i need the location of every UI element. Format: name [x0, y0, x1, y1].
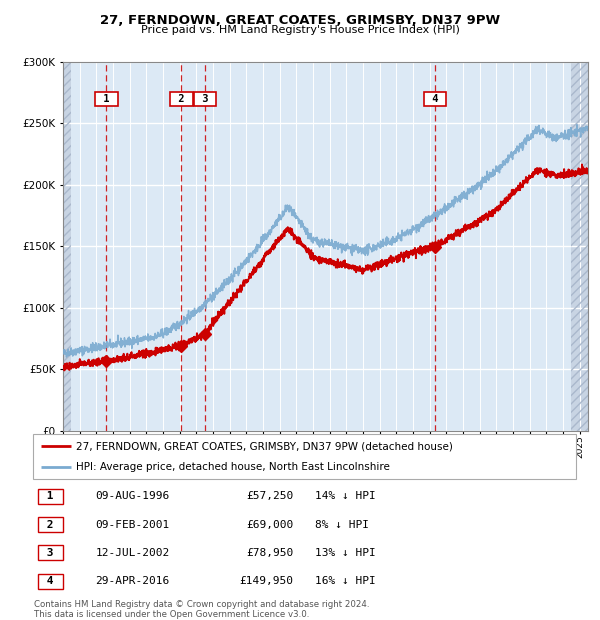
- Text: 3: 3: [196, 94, 215, 104]
- Text: 14% ↓ HPI: 14% ↓ HPI: [316, 492, 376, 502]
- Text: 1: 1: [97, 94, 116, 104]
- Text: 3: 3: [40, 548, 61, 558]
- Text: 2: 2: [40, 520, 61, 529]
- Bar: [63, 62, 71, 431]
- Text: 29-APR-2016: 29-APR-2016: [95, 576, 170, 586]
- Text: 2: 2: [172, 94, 191, 104]
- Text: 8% ↓ HPI: 8% ↓ HPI: [316, 520, 370, 529]
- Text: £69,000: £69,000: [247, 520, 293, 529]
- Text: 27, FERNDOWN, GREAT COATES, GRIMSBY, DN37 9PW: 27, FERNDOWN, GREAT COATES, GRIMSBY, DN3…: [100, 14, 500, 27]
- Text: 13% ↓ HPI: 13% ↓ HPI: [316, 548, 376, 558]
- Text: 09-FEB-2001: 09-FEB-2001: [95, 520, 170, 529]
- Text: 16% ↓ HPI: 16% ↓ HPI: [316, 576, 376, 586]
- Text: 4: 4: [426, 94, 445, 104]
- Text: 1: 1: [40, 492, 61, 502]
- Text: Price paid vs. HM Land Registry's House Price Index (HPI): Price paid vs. HM Land Registry's House …: [140, 25, 460, 35]
- Bar: [571, 62, 588, 431]
- Text: Contains HM Land Registry data © Crown copyright and database right 2024.: Contains HM Land Registry data © Crown c…: [34, 600, 370, 609]
- Bar: [571, 62, 588, 431]
- Text: This data is licensed under the Open Government Licence v3.0.: This data is licensed under the Open Gov…: [34, 610, 310, 619]
- Text: 27, FERNDOWN, GREAT COATES, GRIMSBY, DN37 9PW (detached house): 27, FERNDOWN, GREAT COATES, GRIMSBY, DN3…: [76, 441, 454, 451]
- Text: 12-JUL-2002: 12-JUL-2002: [95, 548, 170, 558]
- Text: £57,250: £57,250: [247, 492, 293, 502]
- Text: 09-AUG-1996: 09-AUG-1996: [95, 492, 170, 502]
- Bar: [63, 62, 71, 431]
- Text: £78,950: £78,950: [247, 548, 293, 558]
- Text: 4: 4: [40, 576, 61, 586]
- Text: HPI: Average price, detached house, North East Lincolnshire: HPI: Average price, detached house, Nort…: [76, 461, 391, 472]
- FancyBboxPatch shape: [33, 434, 576, 479]
- Text: £149,950: £149,950: [239, 576, 293, 586]
